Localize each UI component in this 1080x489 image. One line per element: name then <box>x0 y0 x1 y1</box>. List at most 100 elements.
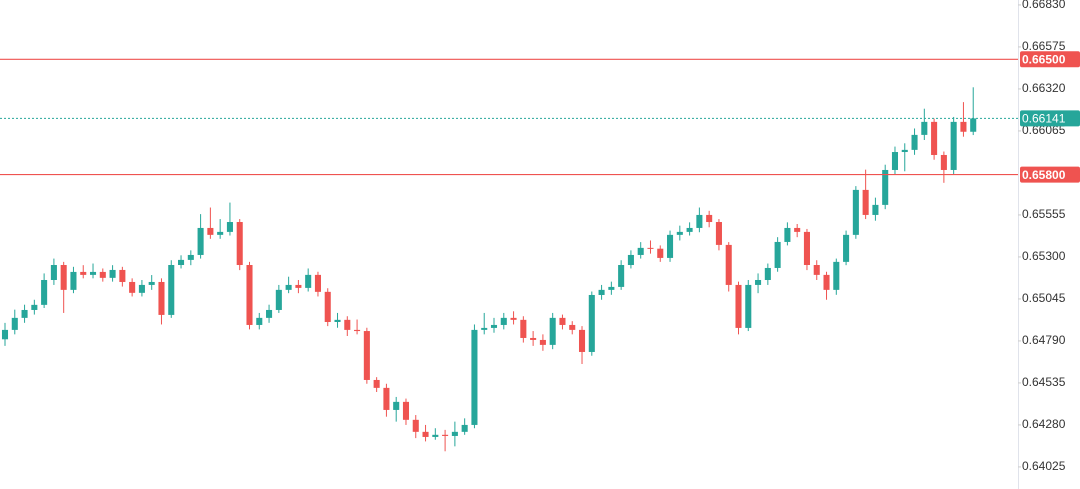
y-tick-label: 0.64535 <box>1022 375 1066 389</box>
candle-body <box>129 281 136 293</box>
level-label-box <box>1020 51 1080 68</box>
candle-body <box>725 244 732 285</box>
candle-body <box>803 231 810 266</box>
y-tick-label: 0.65555 <box>1022 207 1066 221</box>
candle-body <box>481 327 488 330</box>
candle-body <box>715 222 722 245</box>
y-tick-label: 0.65045 <box>1022 291 1066 305</box>
candle-body <box>950 121 957 170</box>
y-tick-label: 0.65300 <box>1022 249 1066 263</box>
candle-body <box>843 234 850 262</box>
candle-body <box>901 149 908 153</box>
candle-body <box>823 274 830 290</box>
candle-body <box>285 284 292 290</box>
candle-body <box>344 319 351 330</box>
candle-body <box>197 227 204 255</box>
candle-body <box>833 261 840 290</box>
y-tick-label: 0.64280 <box>1022 417 1066 431</box>
candle-body <box>217 231 224 235</box>
candle-body <box>266 309 273 318</box>
candle-body <box>686 227 693 232</box>
level-label-box <box>1020 166 1080 183</box>
candle-body <box>148 281 155 285</box>
candle-body <box>960 121 967 132</box>
candle-body <box>31 304 38 310</box>
candle-body <box>187 254 194 260</box>
candle-body <box>226 222 233 232</box>
candle-body <box>559 317 566 325</box>
y-tick-label: 0.66830 <box>1022 0 1066 11</box>
candle-body <box>764 267 771 280</box>
candle-body <box>119 269 126 282</box>
candle-body <box>432 434 439 437</box>
candle-body <box>158 281 165 315</box>
candle-body <box>324 291 331 322</box>
candle-body <box>393 401 400 410</box>
candle-body <box>334 319 341 322</box>
candle-body <box>735 284 742 328</box>
candle-body <box>41 279 48 305</box>
candle-body <box>745 284 752 328</box>
candle-body <box>618 265 625 287</box>
candle-body <box>882 169 889 205</box>
candle-body <box>794 227 801 232</box>
candle-body <box>696 214 703 228</box>
candle-body <box>21 309 28 318</box>
candle-body <box>295 284 302 288</box>
candle-body <box>598 289 605 295</box>
candle-body <box>354 329 361 332</box>
candle-body <box>138 284 145 293</box>
candle-body <box>60 265 67 290</box>
y-tick-label: 0.66065 <box>1022 123 1066 137</box>
candle-body <box>578 329 586 352</box>
candle-body <box>70 271 77 290</box>
candle-body <box>911 134 918 150</box>
candle-body <box>168 265 175 315</box>
candle-body <box>921 121 928 135</box>
candle-body <box>520 319 527 338</box>
candle-body <box>373 379 380 388</box>
candle-body <box>471 329 478 425</box>
candle-body <box>647 247 654 249</box>
candle-body <box>784 227 791 242</box>
candle-body <box>275 289 282 310</box>
last-price-box <box>1020 110 1080 127</box>
candle-body <box>363 331 370 380</box>
y-tick-label: 0.64025 <box>1022 459 1066 473</box>
candle-body <box>99 271 106 278</box>
candle-body <box>774 241 781 268</box>
candle-body <box>872 204 879 215</box>
candle-body <box>451 431 458 436</box>
candle-body <box>236 222 243 266</box>
candle-body <box>490 324 498 328</box>
candle-body <box>314 274 321 292</box>
candle-body <box>412 419 419 432</box>
candle-body <box>530 337 537 340</box>
candle-body <box>852 189 859 235</box>
candle-body <box>422 431 429 437</box>
candle-body <box>706 214 713 223</box>
candle-body <box>402 401 410 420</box>
candle-body <box>207 227 214 235</box>
candle-body <box>657 248 664 258</box>
candle-body <box>500 317 507 325</box>
level-label: 0.66500 <box>1022 52 1066 66</box>
candle-body <box>89 271 97 275</box>
candle-body <box>755 279 762 285</box>
candle-body <box>305 274 312 288</box>
candle-body <box>813 265 820 275</box>
y-tick-label: 0.64790 <box>1022 333 1066 347</box>
candle-body <box>637 247 644 255</box>
candle-body <box>676 231 683 235</box>
candle-body <box>442 434 449 436</box>
candle-body <box>608 286 615 290</box>
candle-body <box>569 324 576 330</box>
candle-body <box>461 424 468 432</box>
candle-body <box>931 121 938 155</box>
candle-body <box>891 152 899 170</box>
candle-body <box>383 387 390 410</box>
y-tick-label: 0.66575 <box>1022 39 1066 53</box>
